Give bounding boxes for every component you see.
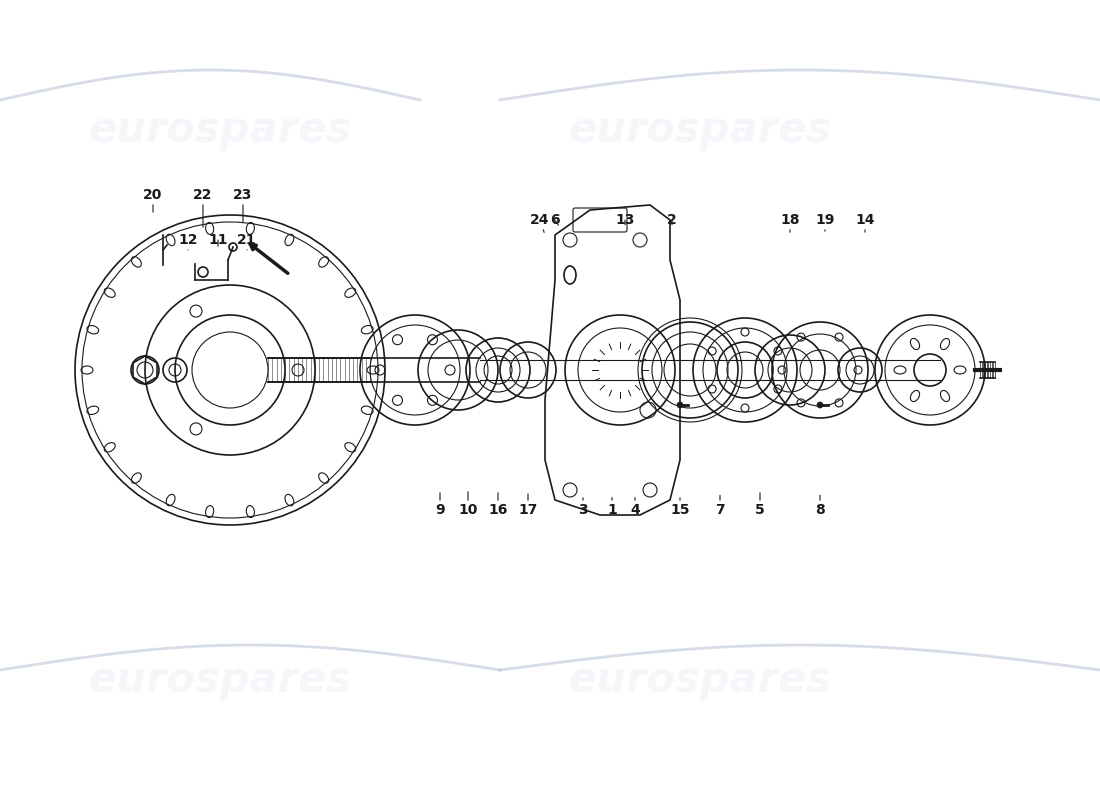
Text: 17: 17	[518, 494, 538, 517]
Text: 23: 23	[233, 188, 253, 222]
Text: 1: 1	[607, 498, 617, 517]
Text: 4: 4	[630, 498, 640, 517]
Text: 21: 21	[238, 233, 256, 250]
Text: 3: 3	[579, 498, 587, 517]
Text: 9: 9	[436, 493, 444, 517]
Text: eurospares: eurospares	[569, 109, 832, 151]
Text: 13: 13	[615, 213, 635, 227]
Text: 15: 15	[670, 498, 690, 517]
Text: 19: 19	[815, 213, 835, 231]
Text: 12: 12	[178, 233, 198, 250]
Circle shape	[817, 402, 823, 408]
Circle shape	[676, 402, 683, 408]
Text: 2: 2	[667, 213, 676, 227]
Text: 7: 7	[715, 495, 725, 517]
Text: 8: 8	[815, 495, 825, 517]
Text: 6: 6	[550, 213, 560, 227]
Text: 22: 22	[194, 188, 212, 227]
Text: 24: 24	[530, 213, 550, 232]
Text: 11: 11	[208, 233, 228, 247]
Text: eurospares: eurospares	[569, 659, 832, 701]
Text: 14: 14	[856, 213, 875, 232]
Text: 10: 10	[459, 492, 477, 517]
Text: 16: 16	[488, 493, 508, 517]
Text: eurospares: eurospares	[88, 109, 352, 151]
Text: 18: 18	[780, 213, 800, 232]
Text: eurospares: eurospares	[88, 659, 352, 701]
Text: 20: 20	[143, 188, 163, 212]
Text: 5: 5	[755, 493, 764, 517]
